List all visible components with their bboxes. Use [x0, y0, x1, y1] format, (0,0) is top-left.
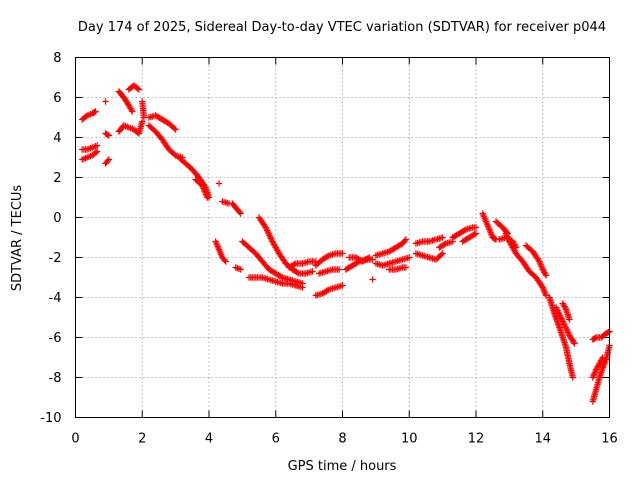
data-point [472, 230, 480, 237]
y-tick-label: -6 [49, 331, 62, 346]
data-point [402, 236, 410, 243]
y-tick-label: 0 [53, 211, 61, 226]
data-point [203, 192, 210, 200]
data-point [105, 156, 113, 163]
data-point [570, 338, 577, 346]
data-point [605, 328, 612, 336]
y-tick-label: 6 [53, 91, 61, 106]
data-point [542, 292, 550, 299]
data-point [134, 85, 141, 92]
y-tick-label: 2 [53, 171, 61, 186]
data-point [299, 284, 306, 291]
y-tick-label: -4 [49, 291, 62, 306]
data-point [215, 180, 223, 187]
data-point [401, 237, 408, 245]
data-point [542, 270, 549, 278]
data-point [439, 250, 446, 257]
x-axis-label: GPS time / hours [288, 459, 397, 474]
data-point [93, 142, 101, 149]
data-point [171, 125, 178, 132]
data-point [277, 273, 285, 280]
data-point [471, 231, 478, 238]
data-point [438, 251, 445, 258]
data-point [104, 131, 111, 139]
data-point [92, 149, 100, 156]
data-point [201, 188, 209, 195]
data-point [139, 118, 146, 125]
data-point [369, 256, 376, 263]
data-point [129, 108, 136, 115]
x-tick-label: 6 [272, 432, 280, 447]
data-point [128, 106, 135, 114]
x-tick-label: 8 [338, 432, 346, 447]
data-point [93, 148, 101, 155]
data-point [339, 282, 346, 289]
data-point [542, 272, 550, 279]
data-point [562, 304, 569, 312]
data-point [402, 264, 410, 271]
data-point [237, 266, 244, 273]
data-point [339, 250, 346, 257]
y-tick-label: -8 [49, 371, 62, 386]
data-points [78, 82, 613, 405]
plot-frame [75, 57, 610, 418]
y-tick-label: 4 [53, 131, 61, 146]
data-point [439, 234, 446, 241]
data-point [199, 182, 206, 189]
x-tick-label: 4 [205, 432, 213, 447]
data-point [172, 126, 179, 133]
data-point [222, 258, 229, 265]
data-point [236, 208, 243, 216]
data-point [92, 108, 99, 115]
x-tick-label: 2 [138, 432, 146, 447]
data-point [221, 256, 228, 264]
x-tick-label: 14 [534, 432, 551, 447]
grid-lines [75, 57, 610, 418]
data-point [406, 254, 413, 261]
data-point [202, 191, 210, 198]
data-point [591, 334, 599, 342]
x-tick-label: 10 [401, 432, 418, 447]
data-point [202, 189, 209, 197]
x-tick-labels: 0 2 4 6 8 10 12 14 16 [71, 432, 617, 447]
data-point [237, 210, 244, 217]
data-point [291, 261, 298, 268]
data-point [309, 268, 316, 275]
data-point [294, 269, 301, 276]
x-tick-label: 12 [468, 432, 485, 447]
data-point [324, 287, 332, 294]
data-point [461, 227, 468, 234]
data-point [569, 374, 576, 381]
y-tick-label: 8 [53, 51, 61, 66]
y-tick-label: -2 [49, 251, 62, 266]
chart-title: Day 174 of 2025, Sidereal Day-to-day VTE… [78, 20, 606, 35]
data-point [200, 185, 207, 192]
data-point [491, 235, 499, 243]
data-point [599, 354, 607, 361]
data-point [91, 108, 98, 116]
data-point [566, 316, 573, 323]
data-point [105, 132, 113, 139]
data-point [364, 255, 372, 262]
data-point [324, 253, 332, 260]
data-point [366, 254, 373, 261]
data-point [135, 86, 143, 93]
data-point [598, 355, 606, 363]
data-point [204, 194, 211, 201]
data-point [472, 224, 480, 231]
y-tick-label: -10 [40, 411, 61, 426]
data-point [199, 183, 207, 191]
y-tick-labels: 8 6 4 2 0 -2 -4 -6 -8 -10 [40, 51, 61, 426]
y-axis-label: SDTVAR / TECUs [10, 185, 25, 292]
x-tick-label: 16 [601, 432, 618, 447]
x-tick-label: 0 [71, 432, 79, 447]
data-point [335, 266, 343, 273]
data-point [201, 186, 208, 194]
data-point [369, 276, 376, 283]
data-point [102, 98, 109, 105]
data-point [441, 241, 448, 248]
data-point [571, 340, 578, 347]
data-point [104, 157, 111, 165]
